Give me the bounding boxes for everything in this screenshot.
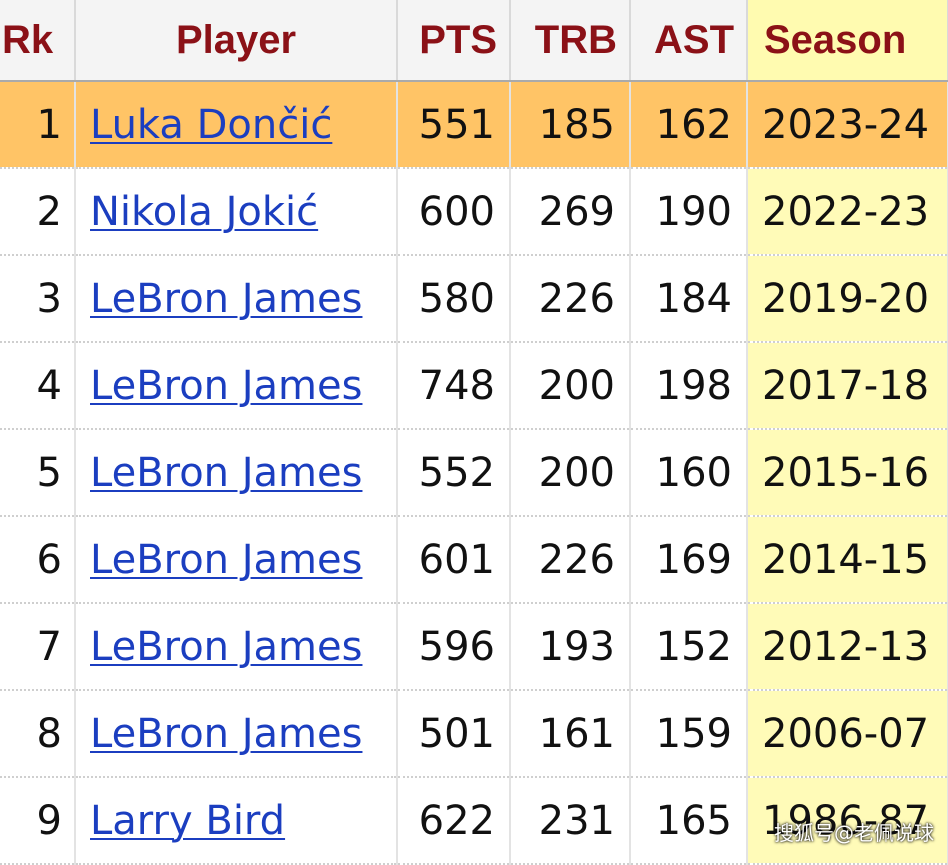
table-row: 4 LeBron James 748 200 198 2017-18 bbox=[0, 342, 948, 430]
header-player[interactable]: Player bbox=[75, 0, 398, 82]
season-cell: 2006-07 bbox=[746, 690, 948, 778]
pts-cell: 552 bbox=[397, 429, 511, 517]
ast-cell: 159 bbox=[630, 690, 748, 778]
trb-cell: 226 bbox=[510, 255, 631, 343]
ast-cell: 198 bbox=[630, 342, 748, 430]
header-rk[interactable]: Rk bbox=[0, 0, 76, 82]
header-row: Rk Player PTS TRB AST Season bbox=[0, 0, 948, 82]
season-cell: 2022-23 bbox=[746, 168, 948, 256]
rank-cell: 8 bbox=[0, 690, 76, 778]
season-cell: 2017-18 bbox=[746, 342, 948, 430]
table-row: 9 Larry Bird 622 231 165 1986-87 bbox=[0, 777, 948, 865]
player-link[interactable]: Larry Bird bbox=[90, 797, 286, 844]
trb-cell: 231 bbox=[510, 777, 631, 865]
rank-cell: 1 bbox=[0, 81, 76, 169]
table-row: 7 LeBron James 596 193 152 2012-13 bbox=[0, 603, 948, 691]
trb-cell: 226 bbox=[510, 516, 631, 604]
player-link[interactable]: Nikola Jokić bbox=[90, 188, 319, 235]
player-cell: LeBron James bbox=[75, 603, 398, 691]
pts-cell: 551 bbox=[397, 81, 511, 169]
table-row: 6 LeBron James 601 226 169 2014-15 bbox=[0, 516, 948, 604]
player-link[interactable]: LeBron James bbox=[90, 623, 363, 670]
season-cell: 1986-87 bbox=[746, 777, 948, 865]
header-trb[interactable]: TRB bbox=[510, 0, 631, 82]
table-row: 1 Luka Dončić 551 185 162 2023-24 bbox=[0, 81, 948, 169]
player-cell: LeBron James bbox=[75, 342, 398, 430]
season-cell: 2019-20 bbox=[746, 255, 948, 343]
player-cell: LeBron James bbox=[75, 516, 398, 604]
player-cell: LeBron James bbox=[75, 690, 398, 778]
player-cell: Nikola Jokić bbox=[75, 168, 398, 256]
header-season[interactable]: Season bbox=[746, 0, 948, 82]
rank-cell: 7 bbox=[0, 603, 76, 691]
player-link[interactable]: LeBron James bbox=[90, 449, 363, 496]
rank-cell: 4 bbox=[0, 342, 76, 430]
pts-cell: 501 bbox=[397, 690, 511, 778]
ast-cell: 152 bbox=[630, 603, 748, 691]
season-cell: 2015-16 bbox=[746, 429, 948, 517]
trb-cell: 193 bbox=[510, 603, 631, 691]
rank-cell: 2 bbox=[0, 168, 76, 256]
table-body: 1 Luka Dončić 551 185 162 2023-24 2 Nikola Joki… bbox=[0, 81, 948, 865]
trb-cell: 200 bbox=[510, 342, 631, 430]
player-link[interactable]: LeBron James bbox=[90, 362, 363, 409]
season-cell: 2012-13 bbox=[746, 603, 948, 691]
player-link[interactable]: Luka Dončić bbox=[90, 101, 333, 148]
pts-cell: 596 bbox=[397, 603, 511, 691]
pts-cell: 622 bbox=[397, 777, 511, 865]
ast-cell: 160 bbox=[630, 429, 748, 517]
rank-cell: 6 bbox=[0, 516, 76, 604]
rank-cell: 3 bbox=[0, 255, 76, 343]
rank-cell: 5 bbox=[0, 429, 76, 517]
player-cell: LeBron James bbox=[75, 429, 398, 517]
table-row: 2 Nikola Jokić 600 269 190 2022-23 bbox=[0, 168, 948, 256]
trb-cell: 269 bbox=[510, 168, 631, 256]
ast-cell: 162 bbox=[630, 81, 748, 169]
ast-cell: 165 bbox=[630, 777, 748, 865]
trb-cell: 185 bbox=[510, 81, 631, 169]
pts-cell: 601 bbox=[397, 516, 511, 604]
header-ast[interactable]: AST bbox=[630, 0, 748, 82]
ast-cell: 169 bbox=[630, 516, 748, 604]
pts-cell: 580 bbox=[397, 255, 511, 343]
player-link[interactable]: LeBron James bbox=[90, 710, 363, 757]
pts-cell: 748 bbox=[397, 342, 511, 430]
player-cell: Larry Bird bbox=[75, 777, 398, 865]
header-pts[interactable]: PTS bbox=[397, 0, 511, 82]
player-cell: LeBron James bbox=[75, 255, 398, 343]
table-row: 8 LeBron James 501 161 159 2006-07 bbox=[0, 690, 948, 778]
player-cell: Luka Dončić bbox=[75, 81, 398, 169]
rank-cell: 9 bbox=[0, 777, 76, 865]
table-row: 3 LeBron James 580 226 184 2019-20 bbox=[0, 255, 948, 343]
season-cell: 2014-15 bbox=[746, 516, 948, 604]
watermark: 搜狐号@老佩说球 bbox=[774, 821, 934, 845]
ast-cell: 184 bbox=[630, 255, 748, 343]
trb-cell: 161 bbox=[510, 690, 631, 778]
pts-cell: 600 bbox=[397, 168, 511, 256]
player-link[interactable]: LeBron James bbox=[90, 275, 363, 322]
table-row: 5 LeBron James 552 200 160 2015-16 bbox=[0, 429, 948, 517]
table-header: Rk Player PTS TRB AST Season bbox=[0, 0, 948, 82]
trb-cell: 200 bbox=[510, 429, 631, 517]
season-cell: 2023-24 bbox=[746, 81, 948, 169]
player-link[interactable]: LeBron James bbox=[90, 536, 363, 583]
ast-cell: 190 bbox=[630, 168, 748, 256]
